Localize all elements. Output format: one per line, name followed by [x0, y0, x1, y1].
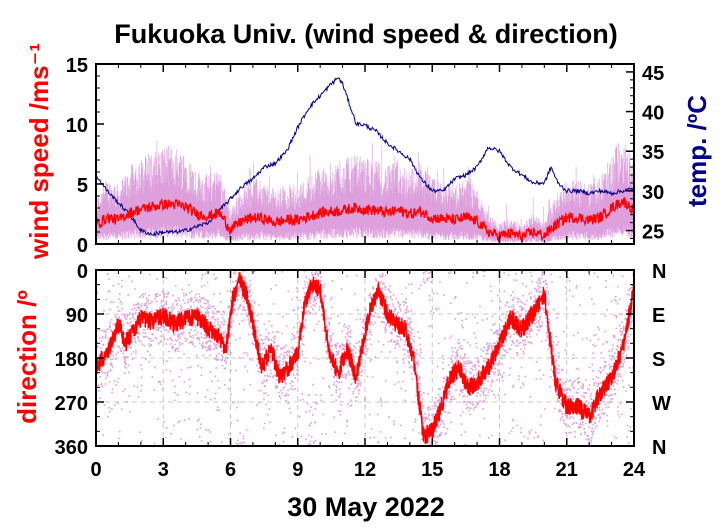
date-label: 30 May 2022	[287, 492, 445, 522]
wind-speed-tick-label: 15	[66, 55, 88, 77]
wind-direction-raw-dots	[96, 270, 634, 446]
compass-tick-label: N	[652, 437, 666, 459]
wind-direction-mean-series	[96, 272, 634, 444]
wind-direction-raw-series	[96, 270, 634, 446]
temperature-tick-label: 45	[642, 63, 664, 85]
direction-tick-label: 360	[55, 437, 88, 459]
x-tick-label: 15	[421, 459, 443, 481]
wind-direction-axis-label: direction /º	[12, 290, 42, 424]
x-tick-label: 0	[90, 459, 101, 481]
temperature-tick-label: 40	[642, 103, 664, 125]
compass-tick-label: W	[652, 393, 671, 415]
direction-tick-label: 90	[66, 305, 88, 327]
wind-speed-mean-line	[96, 197, 634, 243]
x-tick-label: 6	[225, 459, 236, 481]
temperature-line	[96, 77, 634, 237]
wind-direction-ticks: 0 3 6 9 12 15 18 21 24 0 N 90 E 180 S 270 W 360 N	[55, 261, 671, 481]
wind-speed-tick-label: 0	[77, 235, 88, 257]
wind-direction-panel: 0 3 6 9 12 15 18 21 24 0 N 90 E 180 S 270 W 360 N directio…	[12, 261, 671, 481]
compass-tick-label: E	[652, 305, 665, 327]
compass-tick-label: S	[652, 349, 665, 371]
x-tick-label: 12	[354, 459, 376, 481]
x-tick-label: 9	[292, 459, 303, 481]
wind-speed-mean-series	[96, 197, 634, 243]
chart-title: Fukuoka Univ. (wind speed & direction)	[114, 19, 618, 49]
direction-tick-label: 180	[55, 349, 88, 371]
x-tick-label: 21	[556, 459, 578, 481]
compass-tick-label: N	[652, 261, 666, 283]
temperature-axis-label: temp. /ºC	[682, 95, 712, 207]
wind-speed-panel: 0 5 10 15 25 30 35 40 45 wind speed /ms⁻¹ temp. …	[24, 43, 712, 260]
wind-speed-tick-label: 10	[66, 115, 88, 137]
x-tick-label: 3	[158, 459, 169, 481]
temperature-tick-label: 25	[642, 222, 664, 244]
x-tick-label: 18	[488, 459, 510, 481]
wind-direction-mean-line	[96, 272, 634, 444]
wind-direction-grid	[96, 270, 634, 446]
direction-tick-label: 0	[77, 261, 88, 283]
wind-speed-axis-label: wind speed /ms⁻¹	[24, 43, 54, 260]
x-tick-label: 24	[623, 459, 646, 481]
wind-speed-ticks: 0 5 10 15 25 30 35 40 45	[66, 55, 665, 257]
wind-speed-tick-label: 5	[77, 175, 88, 197]
temperature-tick-label: 30	[642, 182, 664, 204]
direction-tick-label: 270	[55, 393, 88, 415]
temperature-series	[96, 77, 634, 237]
temperature-tick-label: 35	[642, 142, 664, 164]
